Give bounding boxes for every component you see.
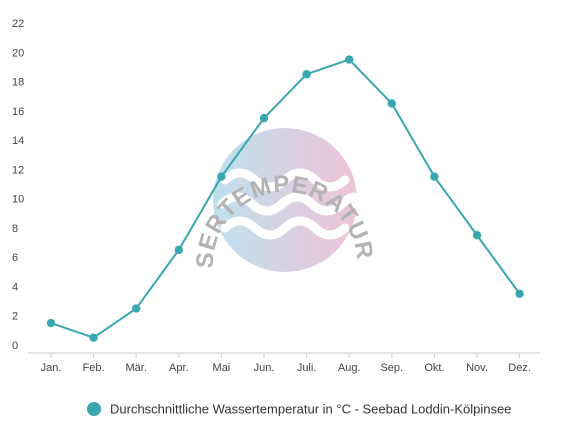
y-tick-label: 2 xyxy=(12,311,18,323)
x-tick-label: Feb. xyxy=(83,362,105,374)
y-tick-label: 14 xyxy=(12,135,24,147)
data-point[interactable] xyxy=(259,113,269,123)
y-tick-label: 6 xyxy=(12,252,18,264)
y-tick-label: 8 xyxy=(12,223,18,235)
x-axis-ticks: Jan. Feb. Mär. Apr. Mai Jun. Juli. Aug. Sep. Okt.… xyxy=(41,353,531,374)
data-point[interactable] xyxy=(472,231,482,240)
legend-marker xyxy=(87,402,101,416)
legend[interactable]: Durchschnittliche Wassertemperatur in °C… xyxy=(87,402,511,417)
x-tick-label: Aug. xyxy=(338,362,361,374)
data-point[interactable] xyxy=(46,318,56,328)
y-axis-ticks: 0 2 4 6 8 10 12 14 16 18 20 22 xyxy=(12,18,24,352)
y-tick-label: 4 xyxy=(12,281,18,293)
data-point[interactable] xyxy=(515,289,524,298)
data-point[interactable] xyxy=(302,70,311,79)
data-point[interactable] xyxy=(217,172,226,181)
y-tick-label: 0 xyxy=(12,340,18,352)
x-tick-label: Jun. xyxy=(254,362,275,374)
y-tick-label: 22 xyxy=(12,18,24,30)
y-tick-label: 20 xyxy=(12,47,24,59)
data-point[interactable] xyxy=(174,245,183,255)
data-point[interactable] xyxy=(387,99,396,108)
x-tick-label: Apr. xyxy=(169,362,189,374)
x-tick-label: Jan. xyxy=(41,362,62,374)
y-tick-label: 12 xyxy=(12,164,24,176)
x-tick-label: Mär. xyxy=(125,362,146,374)
data-point[interactable] xyxy=(345,55,354,64)
data-point[interactable] xyxy=(89,333,98,342)
x-tick-label: Mai xyxy=(213,362,231,374)
x-tick-label: Dez. xyxy=(508,362,531,374)
x-tick-label: Nov. xyxy=(466,362,488,374)
y-tick-label: 16 xyxy=(12,106,24,118)
legend-label: Durchschnittliche Wassertemperatur in °C… xyxy=(110,402,511,417)
series-layer xyxy=(46,55,524,342)
y-tick-label: 10 xyxy=(12,194,24,206)
data-point[interactable] xyxy=(430,172,439,181)
watermark-waves xyxy=(217,168,361,240)
data-point[interactable] xyxy=(132,304,141,313)
y-tick-label: 18 xyxy=(12,77,24,89)
x-tick-label: Okt. xyxy=(424,362,444,374)
x-tick-label: Sep. xyxy=(380,362,403,374)
series-line xyxy=(50,58,521,339)
x-tick-label: Juli. xyxy=(297,362,317,374)
